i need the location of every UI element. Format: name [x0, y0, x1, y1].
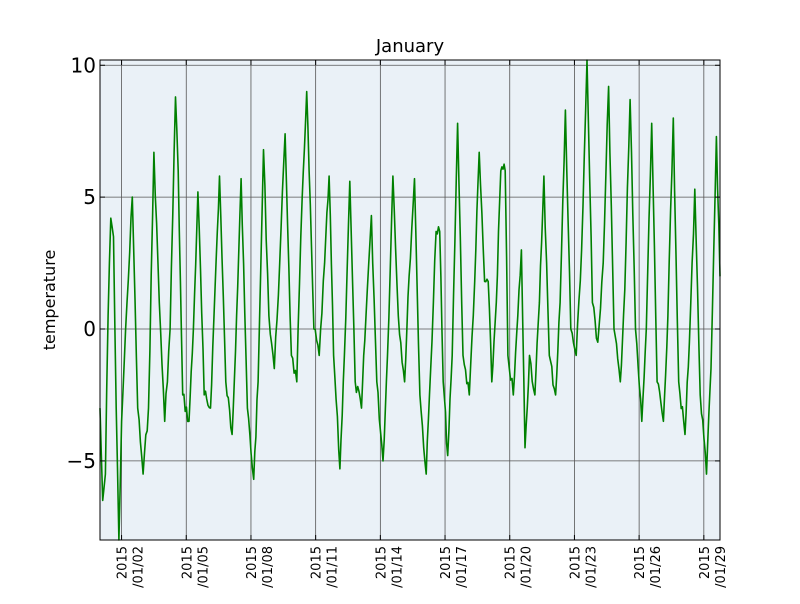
y-tick-label: −5 [67, 449, 96, 473]
grid-lines [100, 60, 720, 540]
x-tick-label: 2015/01/20 [504, 546, 535, 588]
plot-area-background [100, 60, 720, 540]
data-layer [99, 59, 721, 541]
y-tick-label: 10 [71, 53, 96, 77]
x-axis-ticks: 2015/01/02 2015/01/05 2015/01/08 2015/01/11… [116, 60, 729, 588]
x-tick-label: 2015/01/29 [698, 546, 729, 588]
y-tick-label: 0 [83, 317, 96, 341]
y-axis-ticks: 10 5 0 −5 [67, 53, 720, 473]
x-tick-label: 2015/01/23 [568, 546, 599, 588]
plot-area-frame [99, 59, 721, 541]
x-tick-label: 2015/01/05 [180, 546, 211, 588]
series-line [99, 59, 721, 541]
y-tick-label: 5 [83, 185, 96, 209]
x-tick-label: 2015/01/26 [633, 546, 664, 588]
x-tick-label: 2015/01/14 [374, 546, 405, 588]
x-tick-label: 2015/01/11 [310, 546, 341, 588]
x-tick-label: 2015/01/08 [245, 546, 276, 588]
x-tick-label: 2015/01/17 [439, 546, 470, 588]
x-tick-label: 2015/01/02 [116, 546, 147, 588]
y-axis-label: temperature [40, 250, 59, 351]
chart-title: January [375, 36, 445, 57]
